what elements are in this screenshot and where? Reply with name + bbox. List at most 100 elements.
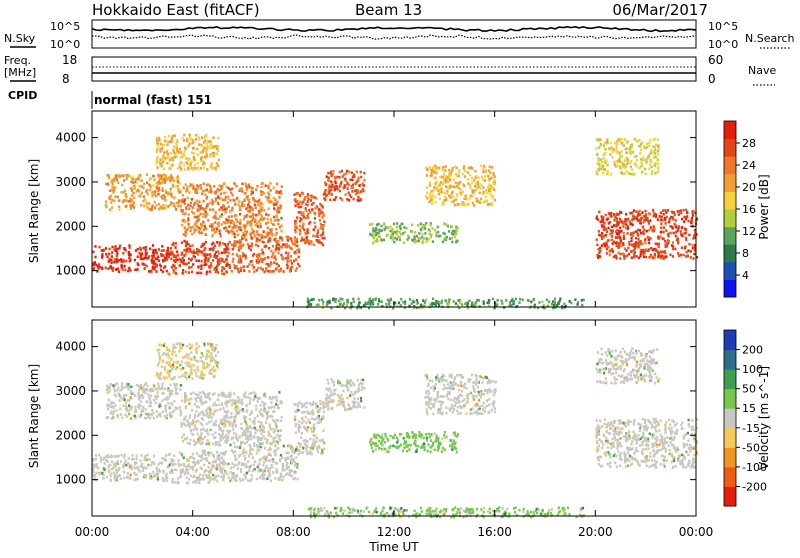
heatmap-cell [320,210,322,213]
heatmap-cell [126,177,128,180]
heatmap-cell [225,211,227,214]
heatmap-cell [200,187,202,190]
heatmap-cell [196,420,198,423]
heatmap-cell [273,450,275,453]
heatmap-cell [277,430,279,433]
heatmap-cell [156,265,158,268]
heatmap-cell [288,466,290,469]
heatmap-cell [204,454,206,457]
heatmap-cell [654,213,656,216]
heatmap-cell [581,304,583,307]
heatmap-cell [314,226,316,229]
heatmap-cell [254,427,256,430]
heatmap-cell [134,406,136,409]
heatmap-cell [204,401,206,404]
heatmap-cell [242,478,244,481]
heatmap-cell [276,267,278,270]
heatmap-cell [187,423,189,426]
heatmap-cell [246,231,248,234]
heatmap-cell [622,163,624,166]
heatmap-cell [221,469,223,472]
heatmap-cell [137,264,139,267]
heatmap-cell [113,402,115,405]
heatmap-cell [124,190,126,193]
heatmap-cell [433,177,435,180]
heatmap-cell [235,218,237,221]
heatmap-cell [262,464,264,467]
heatmap-cell [412,300,414,303]
heatmap-cell [671,226,673,229]
heatmap-cell [224,425,226,428]
heatmap-cell [166,270,168,273]
heatmap-cell [172,459,174,462]
heatmap-cell [188,223,190,226]
heatmap-cell [296,240,298,243]
heatmap-cell [322,429,324,432]
heatmap-cell [470,195,472,198]
heatmap-cell [658,252,660,255]
heatmap-cell [210,429,212,432]
heatmap-cell [173,400,175,403]
heatmap-cell [191,167,193,170]
heatmap-cell [196,148,198,151]
heatmap-cell [260,186,262,189]
heatmap-cell [229,422,231,425]
heatmap-cell [208,477,210,480]
heatmap-cell [442,181,444,184]
heatmap-cell [127,399,129,402]
heatmap-cell [295,269,297,272]
heatmap-cell [205,211,207,214]
heatmap-cell [286,243,288,246]
heatmap-cell [183,164,185,167]
heatmap-cell [158,463,160,466]
heatmap-cell [335,196,337,199]
heatmap-cell [445,199,447,202]
heatmap-cell [658,243,660,246]
heatmap-cell [303,216,305,219]
heatmap-cell [229,188,231,191]
heatmap-cell [216,451,218,454]
heatmap-cell [464,175,466,178]
heatmap-cell [657,162,659,165]
heatmap-cell [200,429,202,432]
heatmap-cell [294,204,296,207]
heatmap-cell [233,466,235,469]
heatmap-cell [477,200,479,203]
heatmap-cell [312,202,314,205]
heatmap-cell [252,456,254,459]
heatmap-cell [158,203,160,206]
heatmap-cell [472,202,474,205]
heatmap-cell [162,382,164,385]
heatmap-cell [628,253,630,256]
heatmap-cell [600,143,602,146]
heatmap-cell [452,230,454,233]
heatmap-cell [299,230,301,233]
heatmap-cell [631,237,633,240]
heatmap-cell [149,473,151,476]
heatmap-cell [148,202,150,205]
heatmap-cell [449,178,451,181]
heatmap-cell [131,458,133,461]
heatmap-cell [630,173,632,176]
heatmap-cell [494,179,496,182]
heatmap-cell [287,457,289,460]
freq-tick-high: 18 [62,53,77,67]
heatmap-cell [274,255,276,258]
heatmap-cell [195,134,197,137]
heatmap-cell [118,209,120,212]
heatmap-cell [281,416,283,419]
heatmap-cell [187,247,189,250]
heatmap-cell [112,267,114,270]
heatmap-cell [274,429,276,432]
heatmap-cell [348,171,350,174]
heatmap-cell [146,413,148,416]
heatmap-cell [299,217,301,220]
heatmap-cell [185,471,187,474]
heatmap-cell [203,471,205,474]
heatmap-cell [124,265,126,268]
heatmap-cell [438,235,440,238]
heatmap-cell [315,235,317,238]
heatmap-cell [648,145,650,148]
heatmap-cell [206,443,208,446]
